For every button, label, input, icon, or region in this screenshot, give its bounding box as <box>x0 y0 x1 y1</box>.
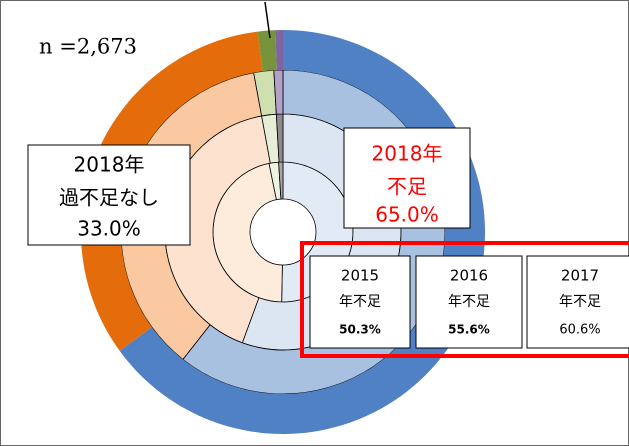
segment <box>273 69 284 115</box>
leader-line <box>264 1 271 39</box>
label-title: 2015 <box>341 267 379 285</box>
label-box <box>309 255 411 349</box>
label-title: 不足 <box>387 175 427 199</box>
segment <box>81 31 263 351</box>
label-title: 年不足 <box>559 294 601 310</box>
segment <box>257 30 277 72</box>
label-title: 年不足 <box>339 294 381 310</box>
highlight-frame <box>300 241 629 358</box>
label-title: 年不足 <box>448 294 490 310</box>
label-box <box>415 255 523 349</box>
label-box <box>526 255 629 349</box>
label-box <box>343 127 471 229</box>
value-label: 50.3% <box>339 323 381 337</box>
label-title: 2018年 <box>372 142 443 166</box>
sample-size: n =2,673 <box>39 35 137 59</box>
value-label: 55.6% <box>448 323 490 337</box>
value-label: 33.0% <box>77 217 141 241</box>
segment <box>275 30 283 71</box>
label-title: 2018年 <box>74 153 145 177</box>
label-box <box>27 144 191 246</box>
labels: 2015 年不足 50.3% 2016 年不足 55.6% 2017 年不足 60.6% 2018… <box>27 127 629 358</box>
value-label: 65.0% <box>375 203 439 227</box>
value-label: 60.6% <box>559 323 600 338</box>
label-title: 2017 <box>561 267 599 285</box>
label-title: 過不足なし <box>59 186 159 210</box>
label-title: 2016 <box>450 267 488 285</box>
